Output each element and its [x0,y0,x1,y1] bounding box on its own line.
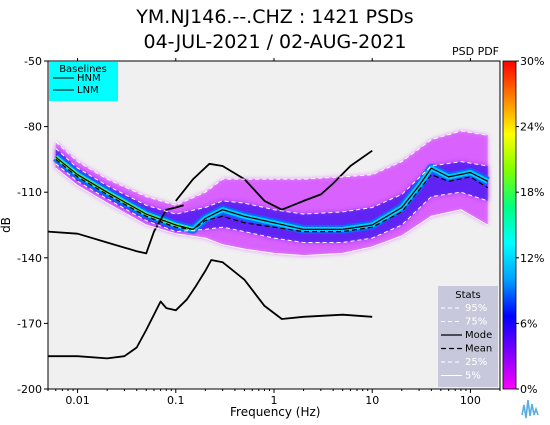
series-line-5pct [55,167,488,257]
x-tick-label: 0.01 [65,394,90,407]
colorbar-tick-label: 0% [520,383,537,396]
stats-legend: Stats 95% 75% Mode Mean 25% 5% [438,286,498,387]
colorbar-tick-label: 24% [520,121,544,134]
colorbar-tick-label: 6% [520,317,537,330]
stats-legend-item: 5% [465,371,481,382]
stats-legend-title: Stats [455,290,481,301]
logo-wave [521,399,539,419]
y-tick-label: -170 [17,317,42,330]
baselines-legend-item: LNM [77,85,99,96]
x-tick-label: 0.1 [167,394,185,407]
y-tick-label: -50 [24,55,42,68]
colorbar-tick-label: 30% [520,55,544,68]
colorbar-tick-label: 12% [520,252,544,265]
series-line-hnm [175,149,373,211]
chart-title-line1: YM.NJ146.--.CHZ : 1421 PSDs [136,6,414,28]
x-tick-label: 100 [460,394,481,407]
series-line-mean [55,158,489,233]
stats-legend-item: 95% [465,303,487,314]
colorbar-title: PSD PDF [452,45,500,58]
baselines-legend-box [49,62,118,101]
y-tick-label: -80 [24,121,42,134]
baselines-legend-item: HNM [77,73,101,84]
series-line-mode [55,156,488,230]
colorbar-tick-label: 18% [520,186,544,199]
stats-legend-item: Mean [465,344,492,355]
stats-legend-box [438,286,498,387]
series-line-95pct [55,130,488,206]
stats-legend-item: Mode [465,330,492,341]
chart-title-line2: 04-JUL-2021 / 02-AUG-2021 [143,31,407,53]
x-tick-label: 10 [365,394,379,407]
series-line-75pct [55,148,488,215]
x-axis-label: Frequency (Hz) [230,405,321,419]
y-tick-label: -110 [17,186,42,199]
colorbar: 30% 24% 18% 12% 6% 0% [502,55,544,396]
stats-legend-item: 75% [465,317,487,328]
stats-legend-item: 25% [465,357,487,368]
logo-icon [521,399,539,419]
colorbar-gradient [502,60,517,390]
x-tick-label: 1 [271,394,278,407]
y-tick-label: -200 [17,383,42,396]
series-line-lnm_longperiod [48,204,184,255]
y-tick-label: -140 [17,252,42,265]
series-line-lnm [48,259,373,360]
baselines-legend-title: Baselines [59,64,107,75]
series-line-25pct [55,163,488,243]
